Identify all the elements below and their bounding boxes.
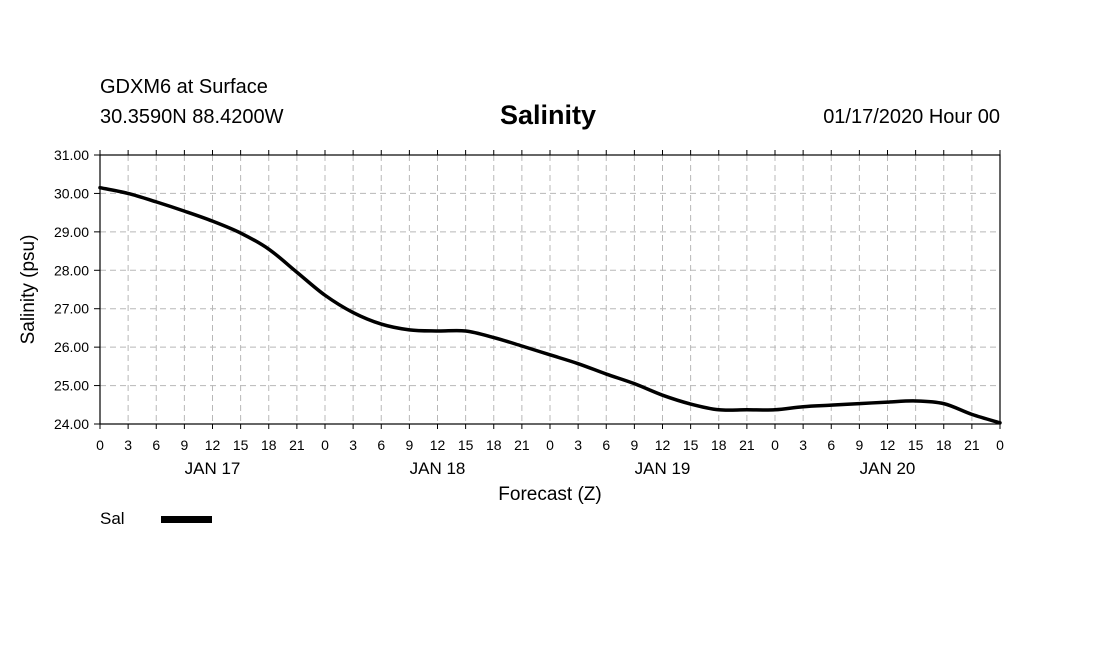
location-coordinates: 30.3590N 88.4200W	[100, 106, 284, 128]
x-tick-label: 3	[574, 437, 582, 453]
x-tick-label: 18	[261, 437, 277, 453]
day-label: JAN 18	[410, 459, 466, 478]
x-tick-label: 21	[514, 437, 530, 453]
day-label: JAN 17	[185, 459, 241, 478]
x-tick-label: 18	[486, 437, 502, 453]
legend-label: Sal	[100, 509, 125, 528]
x-tick-label: 9	[855, 437, 863, 453]
x-tick-label: 0	[546, 437, 554, 453]
x-tick-label: 3	[124, 437, 132, 453]
x-tick-label: 9	[405, 437, 413, 453]
x-tick-label: 21	[964, 437, 980, 453]
axis-ticks	[94, 150, 1001, 429]
station-label: GDXM6 at Surface	[100, 76, 268, 98]
y-tick-labels: 24.00 25.00 26.00 27.00 28.00 29.00 30.00 31.00	[54, 147, 89, 432]
y-tick-label: 26.00	[54, 339, 89, 355]
x-tick-label: 12	[655, 437, 671, 453]
x-tick-label: 15	[458, 437, 474, 453]
y-axis-label: Salinity (psu)	[18, 235, 39, 345]
x-tick-label: 18	[936, 437, 952, 453]
x-tick-label: 15	[908, 437, 924, 453]
y-tick-label: 28.00	[54, 262, 89, 278]
x-tick-label: 12	[205, 437, 221, 453]
x-axis-label: Forecast (Z)	[498, 484, 601, 505]
x-tick-label: 9	[180, 437, 188, 453]
legend-swatch	[161, 516, 212, 523]
y-tick-label: 25.00	[54, 378, 89, 394]
x-tick-label: 0	[996, 437, 1004, 453]
y-tick-label: 30.00	[54, 185, 89, 201]
x-tick-label: 12	[880, 437, 896, 453]
day-label: JAN 20	[860, 459, 916, 478]
y-tick-label: 31.00	[54, 147, 89, 163]
x-tick-label: 9	[630, 437, 638, 453]
y-tick-label: 29.00	[54, 224, 89, 240]
x-tick-label: 6	[602, 437, 610, 453]
x-tick-label: 3	[349, 437, 357, 453]
y-tick-label: 24.00	[54, 416, 89, 432]
x-tick-label: 21	[289, 437, 305, 453]
x-tick-label: 0	[321, 437, 329, 453]
x-tick-labels: 0 3 6 9 12 15 18 21 0 3 6 9 12 15 18 21 0 3 6 9 12 15 18 21 0 3 6 9…	[96, 437, 1004, 453]
day-label: JAN 19	[635, 459, 691, 478]
x-tick-label: 6	[377, 437, 385, 453]
salinity-series-line	[98, 185, 1002, 425]
grid-lines	[100, 155, 1000, 424]
x-tick-label: 12	[430, 437, 446, 453]
y-tick-label: 27.00	[54, 301, 89, 317]
x-tick-label: 18	[711, 437, 727, 453]
x-tick-label: 21	[739, 437, 755, 453]
x-tick-label: 0	[771, 437, 779, 453]
x-tick-label: 15	[233, 437, 249, 453]
day-labels: JAN 17 JAN 18 JAN 19 JAN 20	[185, 459, 916, 478]
forecast-datetime: 01/17/2020 Hour 00	[823, 106, 1000, 128]
x-tick-label: 6	[827, 437, 835, 453]
x-tick-label: 3	[799, 437, 807, 453]
chart-title: Salinity	[500, 100, 597, 130]
x-tick-label: 15	[683, 437, 699, 453]
x-tick-label: 0	[96, 437, 104, 453]
x-tick-label: 6	[152, 437, 160, 453]
